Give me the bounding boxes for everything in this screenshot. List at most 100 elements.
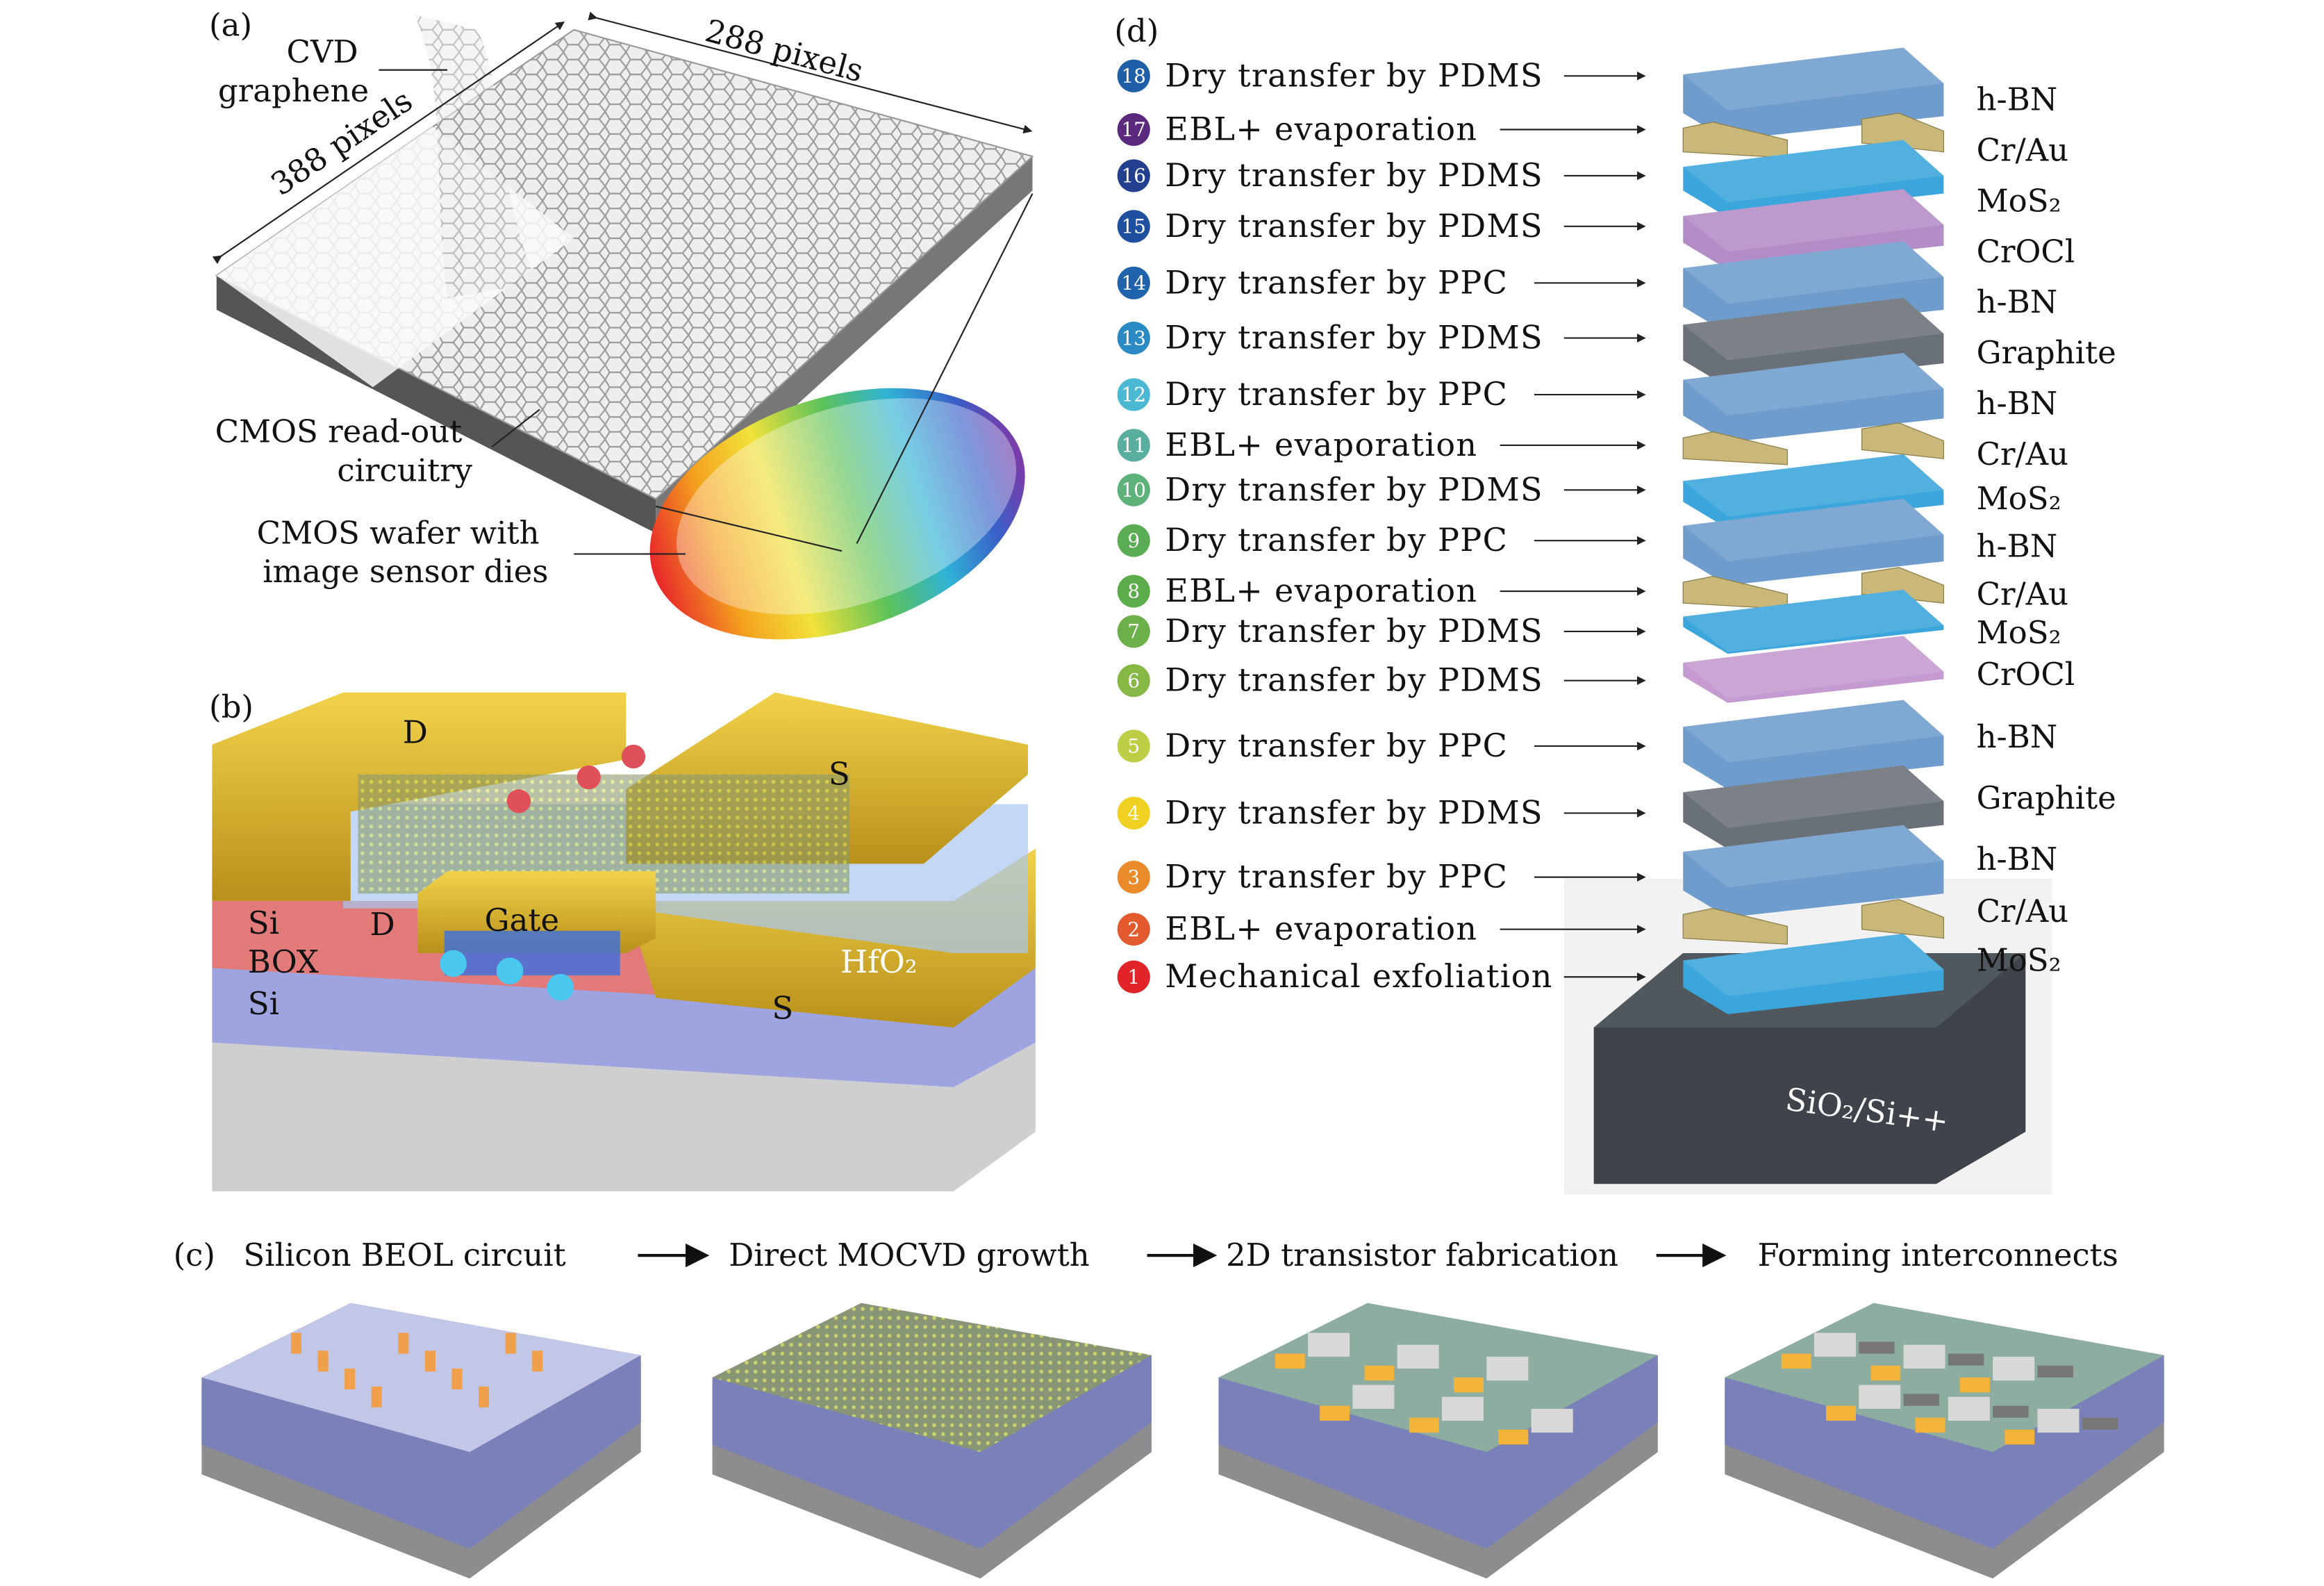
step-number: 17 — [1122, 118, 1146, 141]
step-label: Dry transfer by PDMS — [1165, 612, 1543, 650]
step-number: 15 — [1122, 215, 1146, 238]
step-label: Mechanical exfoliation — [1165, 957, 1552, 995]
layer-cr-au: Cr/Au — [1682, 113, 2069, 169]
slab — [1683, 353, 1944, 443]
layer-label: MoS₂ — [1977, 614, 2061, 651]
electron — [506, 789, 531, 813]
fabrication-step: 11 EBL+ evaporation — [1117, 426, 1646, 463]
panel-a-tag: (a) — [209, 6, 252, 43]
electrode-right — [1861, 899, 1945, 939]
hole — [440, 950, 467, 977]
step-label: Dry transfer by PDMS — [1165, 661, 1543, 699]
step-number-badge — [1117, 59, 1150, 92]
step-label: EBL+ evaporation — [1165, 110, 1477, 148]
process-stage-illustration — [1218, 1303, 1658, 1579]
slab-top — [1683, 825, 1944, 888]
slab-top — [1683, 189, 1944, 252]
step-number: 9 — [1127, 529, 1140, 552]
hfo2-label: HfO₂ — [840, 943, 918, 980]
slab-top — [1683, 700, 1944, 763]
step-number-badge — [1117, 473, 1150, 506]
layer-cr-au: Cr/Au — [1682, 422, 2069, 472]
fabrication-step: 12 Dry transfer by PPC — [1117, 375, 1646, 413]
dimension-arrow-288 — [588, 11, 1033, 134]
step-label: EBL+ evaporation — [1165, 426, 1477, 463]
step-number-badge — [1117, 796, 1150, 830]
zoom-line — [856, 193, 1034, 544]
panel-c: (c) Silicon BEOL circuit Direct MOCVD gr… — [174, 1237, 2164, 1579]
cmos-readout-label: CMOS read-out — [215, 413, 463, 450]
step-number: 4 — [1127, 802, 1140, 825]
electrode-right — [1861, 422, 1945, 459]
step-mocvd-growth: Direct MOCVD growth — [729, 1237, 1089, 1273]
process-stage-illustration — [201, 1303, 641, 1579]
layer-label: CrOCl — [1977, 656, 2075, 693]
layer-h-bn: h-BN — [1683, 499, 2057, 586]
layer-crocl: CrOCl — [1683, 636, 2075, 703]
slab-top — [1683, 499, 1944, 562]
layer-label: MoS₂ — [1977, 182, 2061, 219]
slab-top — [1683, 297, 1944, 361]
step-number-badge — [1117, 615, 1150, 648]
si-top-label: Si — [248, 904, 279, 941]
step-number-badge — [1117, 861, 1150, 894]
step-number: 13 — [1122, 327, 1146, 349]
layer-label: Cr/Au — [1977, 436, 2069, 472]
panel-b-tag: (b) — [209, 688, 254, 725]
box-label: BOX — [248, 943, 319, 980]
layer-mos-: MoS₂ — [1683, 140, 2061, 219]
slab-top — [1683, 589, 1944, 652]
wafer-label-2: image sensor dies — [263, 553, 548, 590]
step-number: 6 — [1127, 669, 1140, 692]
slab-top — [1683, 934, 1944, 997]
step-number: 14 — [1122, 272, 1146, 295]
cmos-wafer — [649, 193, 1034, 640]
electron — [576, 765, 601, 790]
si-bottom-label: Si — [248, 985, 279, 1022]
slab-top — [1683, 241, 1944, 304]
step-number-badge — [1117, 913, 1150, 946]
fabrication-step: 13 Dry transfer by PDMS — [1117, 319, 1646, 356]
electrode-left — [1682, 431, 1788, 465]
fabrication-step: 7 Dry transfer by PDMS — [1117, 612, 1646, 650]
layer-label: Cr/Au — [1977, 575, 2069, 612]
electron — [621, 744, 646, 769]
graphene-label: graphene — [218, 72, 369, 109]
slab — [1683, 765, 1944, 849]
step-number: 3 — [1127, 866, 1140, 889]
fabrication-step: 16 Dry transfer by PDMS — [1117, 156, 1646, 194]
step-label: Dry transfer by PDMS — [1165, 319, 1543, 356]
step-number-badge — [1117, 575, 1150, 608]
step-number-badge — [1117, 729, 1150, 763]
layer-label: MoS₂ — [1977, 942, 2061, 979]
step-number-badge — [1117, 429, 1150, 462]
fabrication-step: 8 EBL+ evaporation — [1117, 572, 1646, 609]
step-label: Dry transfer by PPC — [1165, 375, 1508, 413]
step-number: 16 — [1122, 165, 1146, 188]
gate-label: Gate — [485, 902, 560, 939]
zoom-line — [655, 505, 843, 552]
step-number-badge — [1117, 322, 1150, 355]
layer-graphite: Graphite — [1683, 765, 2116, 849]
fabrication-step: 18 Dry transfer by PDMS — [1117, 56, 1646, 94]
layer-label: Cr/Au — [1977, 132, 2069, 169]
fabrication-step: 4 Dry transfer by PDMS — [1117, 793, 1646, 831]
slab-top — [1683, 353, 1944, 416]
step-number: 8 — [1127, 580, 1140, 603]
fabrication-step: 3 Dry transfer by PPC — [1117, 858, 1646, 895]
layer-label: h-BN — [1977, 841, 2058, 877]
fabrication-step: 6 Dry transfer by PDMS — [1117, 661, 1646, 699]
layer-label: h-BN — [1977, 718, 2058, 755]
step-silicon-beol: Silicon BEOL circuit — [243, 1237, 565, 1273]
step-number: 11 — [1122, 434, 1146, 457]
drain-low-label: D — [370, 906, 395, 943]
drain-top-label: D — [403, 714, 428, 751]
fabrication-step: 14 Dry transfer by PPC — [1117, 263, 1646, 301]
step-number-badge — [1117, 378, 1150, 411]
slab — [1683, 589, 1944, 654]
electrode-right — [1861, 113, 1945, 153]
fabrication-step: 5 Dry transfer by PPC — [1117, 727, 1646, 764]
source-low-label: S — [772, 989, 793, 1026]
